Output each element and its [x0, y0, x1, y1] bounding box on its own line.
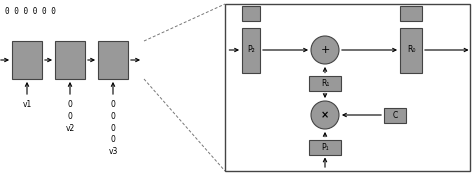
- Text: 0
0
0
0
v3: 0 0 0 0 v3: [109, 100, 118, 156]
- Text: P₁: P₁: [321, 142, 329, 152]
- FancyBboxPatch shape: [400, 5, 422, 20]
- FancyBboxPatch shape: [309, 75, 341, 90]
- Circle shape: [311, 101, 339, 129]
- FancyBboxPatch shape: [400, 27, 422, 72]
- FancyBboxPatch shape: [55, 41, 85, 79]
- Text: R₁: R₁: [321, 79, 329, 88]
- Text: 0 0 0 0 0 0: 0 0 0 0 0 0: [5, 7, 56, 16]
- FancyBboxPatch shape: [225, 4, 470, 171]
- Text: R₀: R₀: [407, 46, 415, 54]
- Text: C: C: [392, 110, 398, 120]
- FancyBboxPatch shape: [384, 107, 406, 122]
- Circle shape: [311, 36, 339, 64]
- FancyBboxPatch shape: [242, 27, 260, 72]
- Text: v1: v1: [22, 100, 32, 109]
- FancyBboxPatch shape: [242, 5, 260, 20]
- FancyBboxPatch shape: [12, 41, 42, 79]
- FancyBboxPatch shape: [98, 41, 128, 79]
- Text: ×: ×: [321, 110, 329, 120]
- Text: 0
0
v2: 0 0 v2: [65, 100, 74, 133]
- Text: P₂: P₂: [247, 46, 255, 54]
- FancyBboxPatch shape: [309, 139, 341, 155]
- Text: +: +: [320, 45, 330, 55]
